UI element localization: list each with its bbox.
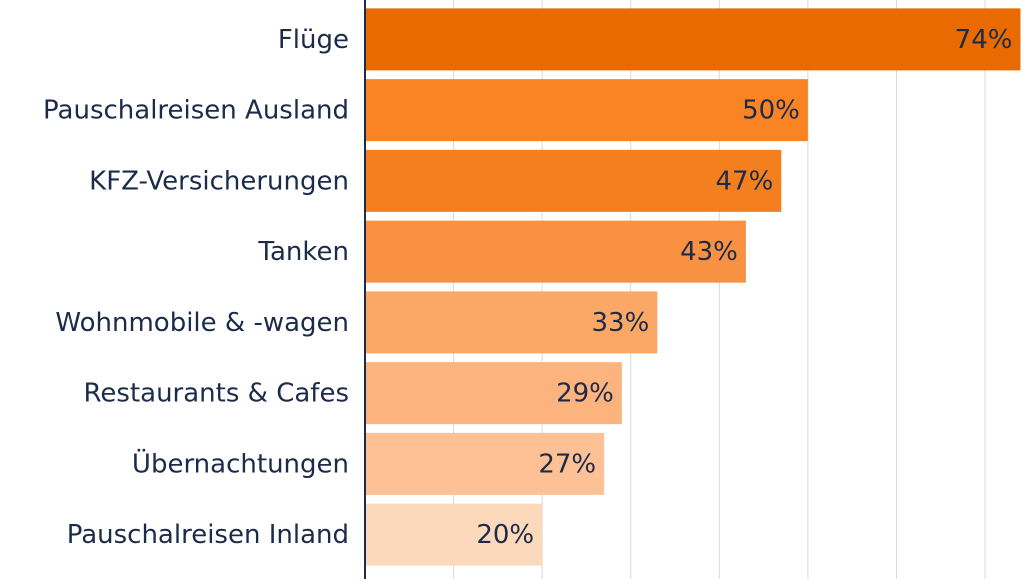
value-label: 47% xyxy=(716,166,774,196)
value-label: 74% xyxy=(955,25,1013,55)
category-label: Wohnmobile & -wagen xyxy=(55,308,349,338)
value-label: 50% xyxy=(742,96,800,126)
bar xyxy=(365,79,808,142)
category-label: Tanken xyxy=(257,237,349,267)
category-label: KFZ-Versicherungen xyxy=(89,166,349,196)
bar xyxy=(365,362,622,425)
bar xyxy=(365,432,605,495)
category-label: Übernachtungen xyxy=(132,447,349,479)
category-label: Restaurants & Cafes xyxy=(84,379,349,409)
value-label: 27% xyxy=(538,449,596,479)
value-label: 43% xyxy=(680,237,738,267)
value-label: 33% xyxy=(592,308,650,338)
bar xyxy=(365,149,782,212)
value-label: 20% xyxy=(476,520,534,550)
bar xyxy=(365,291,658,354)
category-label: Flüge xyxy=(278,25,349,55)
category-label: Pauschalreisen Ausland xyxy=(43,96,349,126)
bar xyxy=(365,8,1021,71)
category-label: Pauschalreisen Inland xyxy=(67,520,349,550)
bar xyxy=(365,220,746,283)
bar xyxy=(365,503,543,566)
value-label: 29% xyxy=(556,379,614,409)
